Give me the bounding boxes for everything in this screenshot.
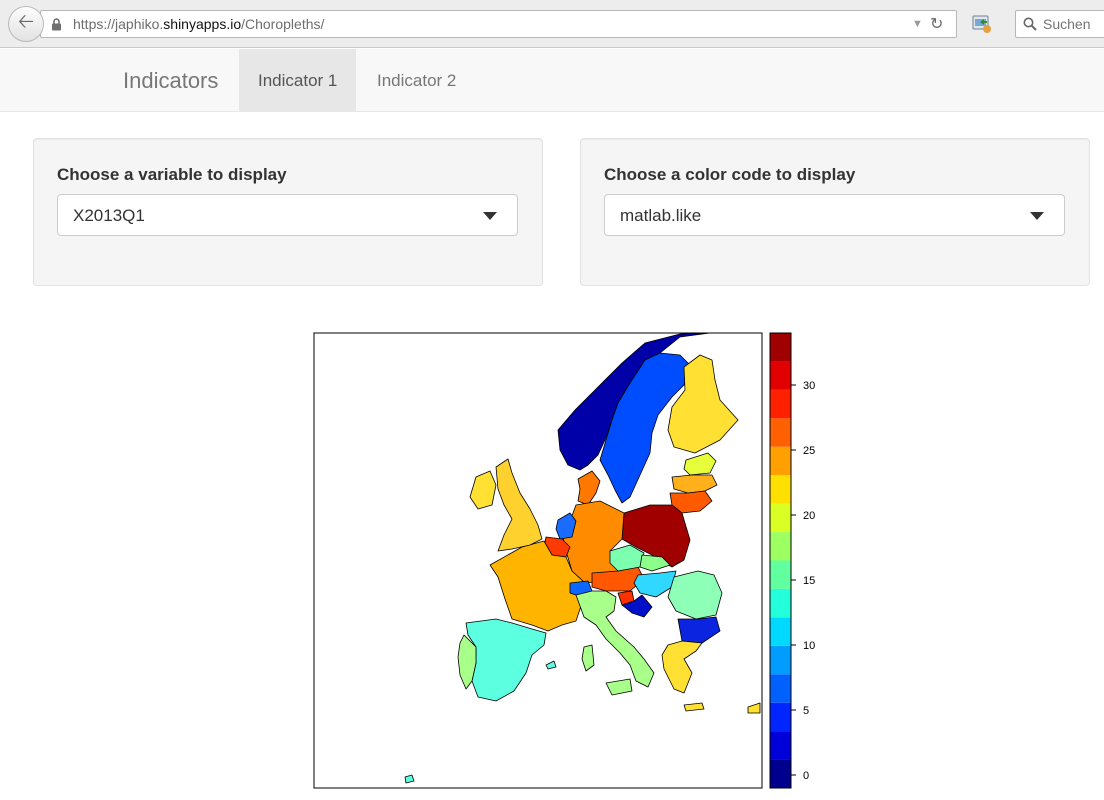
region-uk — [495, 458, 543, 552]
colorbar-cell — [770, 532, 791, 561]
region-italy — [575, 590, 655, 688]
colorbar-cell — [770, 503, 791, 533]
region-malta — [545, 660, 557, 670]
variable-select[interactable]: X2013Q1 — [57, 194, 518, 236]
colorbar-ticks: 0 5 10 15 20 25 30 — [791, 380, 815, 782]
colorbar-cell — [770, 333, 791, 362]
region-canary-islands — [404, 774, 415, 784]
region-netherlands — [555, 512, 577, 540]
color-code-select-value: matlab.like — [620, 206, 702, 225]
search-placeholder: Suchen — [1043, 16, 1091, 32]
colorbar-cell — [770, 645, 791, 675]
region-cyprus — [747, 702, 761, 714]
browser-toolbar: https://japhiko.shinyapps.io/Choropleths… — [0, 0, 1104, 48]
dropdown-arrow-icon[interactable]: ▼ — [912, 18, 923, 30]
region-france — [489, 540, 586, 632]
colorbar: 0 5 10 15 20 25 30 — [769, 332, 815, 789]
region-denmark — [577, 470, 601, 506]
region-crete — [683, 702, 705, 712]
region-finland — [667, 354, 739, 454]
region-slovakia — [639, 554, 671, 572]
colorbar-cell — [770, 588, 791, 618]
region-portugal — [457, 634, 477, 690]
color-code-select[interactable]: matlab.like — [604, 194, 1065, 236]
choropleth-plot: 0 5 10 15 20 25 30 — [313, 332, 815, 789]
tab-indicator-1[interactable]: Indicator 1 — [239, 49, 357, 112]
variable-label: Choose a variable to display — [57, 165, 287, 184]
chevron-down-icon — [1030, 212, 1044, 220]
colorbar-tick-label: 10 — [803, 640, 815, 652]
colorbar-tick-label: 15 — [803, 575, 815, 587]
variable-panel: Choose a variable to display X2013Q1 — [33, 138, 543, 286]
back-arrow-icon: 🡠 — [17, 11, 35, 33]
region-poland — [621, 504, 691, 568]
colorbar-cell — [770, 361, 791, 390]
chevron-down-icon — [483, 212, 497, 220]
region-croatia — [621, 594, 653, 618]
colorbar-tick-label: 20 — [803, 510, 815, 522]
reload-icon[interactable]: ↻ — [930, 16, 944, 33]
colorbar-frame — [769, 332, 792, 789]
colorbar-cell — [770, 560, 791, 589]
colorbar-cell — [770, 617, 791, 646]
region-hungary — [633, 570, 677, 598]
colorbar-cell — [770, 475, 791, 504]
region-romania — [667, 570, 723, 620]
variable-select-value: X2013Q1 — [73, 206, 145, 225]
address-bar[interactable]: https://japhiko.shinyapps.io/Choropleths… — [40, 10, 957, 38]
color-code-panel: Choose a color code to display matlab.li… — [580, 138, 1090, 286]
colorbar-tick-label: 5 — [803, 705, 809, 717]
colorbar-cells — [770, 333, 791, 788]
navbar-brand[interactable]: Indicators — [123, 68, 219, 93]
colorbar-cell — [770, 731, 791, 760]
colorbar-cell — [770, 674, 791, 703]
tab-indicator-2[interactable]: Indicator 2 — [358, 49, 475, 112]
extension-icon[interactable] — [971, 13, 993, 35]
colorbar-tick-label: 30 — [803, 380, 815, 392]
search-box[interactable]: Suchen — [1015, 10, 1104, 38]
tab-label: Indicator 2 — [377, 70, 457, 90]
color-code-label: Choose a color code to display — [604, 165, 856, 184]
search-icon — [1023, 17, 1043, 31]
region-ireland — [469, 470, 497, 510]
navbar: Indicators Indicator 1 Indicator 2 — [0, 49, 1104, 112]
colorbar-cell — [770, 702, 791, 732]
region-sardinia — [581, 644, 595, 672]
tab-label: Indicator 1 — [258, 70, 338, 90]
colorbar-tick-label: 25 — [803, 445, 815, 457]
colorbar-tick-label: 0 — [803, 770, 809, 782]
colorbar-cell — [770, 389, 791, 419]
region-sicily — [605, 678, 633, 696]
region-estonia — [683, 452, 717, 476]
region-sweden — [599, 352, 691, 504]
lock-icon — [51, 17, 73, 31]
back-button[interactable]: 🡠 — [8, 6, 44, 42]
colorbar-cell — [770, 418, 791, 447]
region-latvia — [671, 474, 718, 494]
map-regions — [404, 332, 761, 784]
colorbar-cell — [770, 446, 791, 476]
region-greece — [661, 640, 703, 694]
url-text: https://japhiko.shinyapps.io/Choropleths… — [73, 16, 325, 32]
colorbar-cell — [770, 759, 791, 788]
